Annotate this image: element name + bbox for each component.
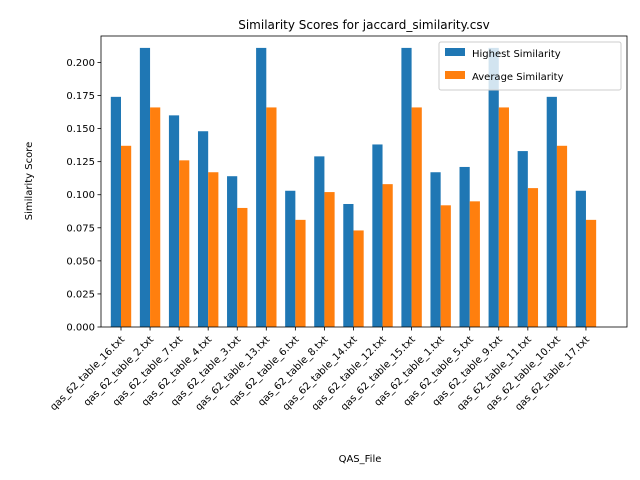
bar-average-11 (411, 107, 422, 328)
bar-highest-1 (110, 96, 121, 327)
bar-average-17 (585, 219, 597, 327)
legend: Highest Similarity Average Similarity (438, 41, 622, 91)
bar-highest-2 (139, 47, 151, 328)
legend-box (438, 41, 622, 91)
bar-average-13 (469, 201, 480, 327)
bar-average-2 (150, 107, 161, 328)
legend-swatch-highest (445, 48, 465, 56)
bar-average-9 (353, 230, 364, 327)
bar-highest-8 (314, 156, 325, 327)
x-axis: qas_62_table_16.txtqas_62_table_2.txtqas… (48, 327, 592, 413)
plot-area-frame (100, 35, 628, 328)
y-tick-label: 0.050 (66, 256, 95, 267)
bar-highest-17 (575, 190, 586, 327)
bar-highest-11 (401, 47, 412, 328)
bar-highest-7 (285, 190, 296, 327)
bar-average-1 (121, 145, 132, 327)
y-tick-label: 0.125 (66, 157, 95, 168)
bar-highest-10 (372, 144, 383, 327)
y-tick-label: 0.200 (66, 58, 95, 69)
bar-average-14 (498, 107, 509, 328)
legend-label-highest: Highest Similarity (472, 49, 561, 60)
bar-highest-9 (343, 203, 354, 327)
y-axis: 0.000 0.025 0.050 0.075 0.100 0.125 0.150 0.175… (66, 58, 101, 334)
bar-highest-4 (197, 131, 209, 327)
chart-title: Similarity Scores for jaccard_similarity… (238, 18, 490, 32)
y-tick-label: 0.075 (66, 223, 95, 234)
bar-highest-6 (256, 47, 267, 328)
bar-highest-13 (459, 166, 470, 327)
y-tick-label: 0.025 (66, 289, 95, 300)
bar-average-12 (440, 205, 451, 327)
bar-average-10 (382, 184, 393, 327)
bar-highest-3 (168, 115, 180, 327)
y-tick-label: 0.100 (66, 190, 95, 201)
bar-highest-15 (517, 151, 528, 327)
y-axis-label: Similarity Score (24, 142, 35, 220)
bar-average-3 (179, 160, 190, 327)
legend-swatch-average (445, 71, 465, 79)
bar-average-15 (527, 188, 539, 327)
y-tick-label: 0.175 (66, 91, 95, 102)
bar-average-4 (208, 172, 219, 327)
bar-average-6 (266, 107, 277, 328)
bar-highest-16 (546, 96, 557, 327)
bar-highest-5 (227, 176, 238, 327)
bars-layer (110, 47, 597, 328)
legend-label-average: Average Similarity (472, 72, 564, 83)
bar-average-8 (324, 192, 335, 327)
bar-average-5 (237, 207, 248, 327)
x-axis-label: QAS_File (339, 454, 382, 465)
y-tick-label: 0.150 (66, 124, 95, 135)
bar-highest-14 (488, 47, 499, 328)
bar-average-7 (295, 219, 306, 327)
y-tick-label: 0.000 (66, 323, 95, 334)
bar-average-16 (556, 145, 568, 327)
bar-highest-12 (430, 172, 441, 327)
